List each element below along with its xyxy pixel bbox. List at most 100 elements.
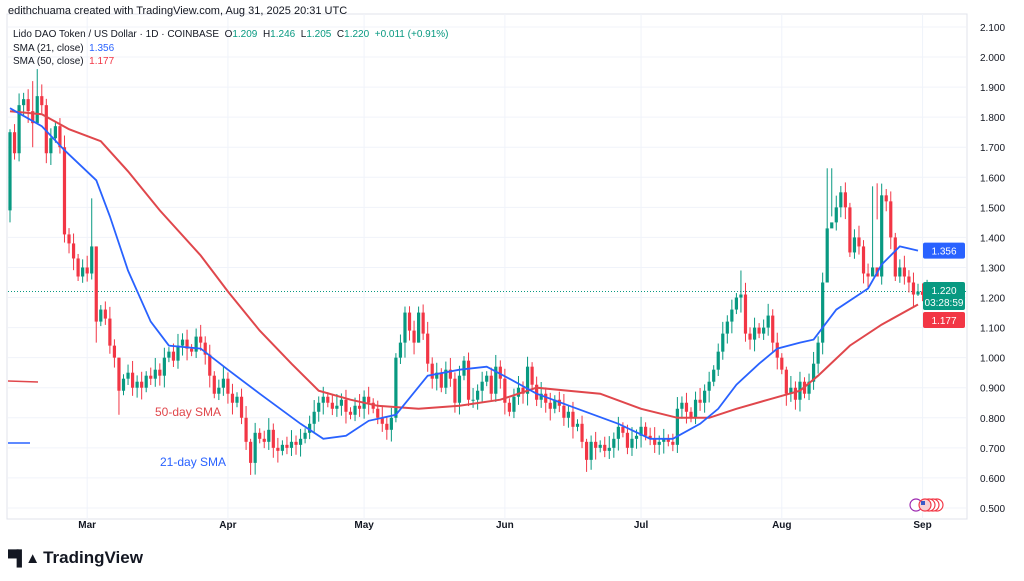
candle-body [376,408,380,418]
candle-body [911,282,916,295]
candle-body [662,438,666,442]
candle-body [298,438,303,445]
candle [793,381,798,410]
candle [734,293,738,315]
candle [507,398,511,417]
candle-body [621,426,625,433]
candle [285,436,289,455]
y-tick-label: 0.600 [980,474,1005,485]
candle-body [26,99,30,112]
candle-body [603,444,607,451]
candle-body [880,195,884,277]
candle [267,418,271,450]
candle-body [439,372,443,388]
x-axis[interactable]: Mar Apr May Jun Jul Aug Sep [78,520,931,531]
candle [861,240,866,284]
candle [757,323,761,339]
candle [53,121,57,143]
candle-body [644,426,648,436]
candle [85,255,89,282]
y-tick-label: 0.700 [980,444,1005,455]
candle [217,379,221,401]
candle-body [780,357,784,370]
candle-body [793,387,798,400]
candle [893,232,897,282]
candle-body [226,378,230,394]
candle-body [285,444,289,448]
candle [598,440,602,453]
candle-body [162,357,166,376]
candle [743,282,748,342]
candle-body [67,234,71,244]
sma21-legend[interactable]: SMA (21, close) 1.356 [13,42,449,56]
candle-body [149,375,153,379]
candle-body [17,105,21,154]
last-price-tag-bg [923,282,965,311]
sma21-line[interactable] [9,107,919,440]
candle-body [53,126,57,139]
candle-body [489,375,493,394]
candles [8,69,929,475]
y-axis[interactable]: 2.100 2.000 1.900 1.800 1.700 1.600 1.500 1.400… [980,23,1005,515]
candle-body [607,447,611,451]
candle-body [898,267,902,277]
candle [190,344,194,357]
candle-body [544,393,548,403]
sma50-legend[interactable]: SMA (50, close) 1.177 [13,55,449,69]
candle [108,306,112,354]
y-tick-label: 1.600 [980,173,1005,184]
candle [580,415,584,449]
candle [553,395,557,414]
candle [348,407,353,420]
candle-body [12,132,17,154]
drawing-line-red[interactable] [7,380,39,383]
candle [312,400,316,432]
last-price-tag-value: 1.220 [931,286,956,297]
candle [235,392,239,408]
candle-body [902,267,906,277]
high-value: 1.246 [270,29,296,40]
candle-body [594,441,598,448]
tradingview-logo[interactable]: ▀▌▲ TradingView [8,548,143,568]
candle-body [625,432,630,448]
candle-body [348,411,353,415]
candle-body [530,366,534,385]
candle [40,84,44,114]
candle-body [707,381,711,391]
candle [648,427,652,446]
candle-body [471,399,475,401]
candle [762,319,766,340]
candle-body [303,432,307,439]
candle [407,306,412,341]
candle [421,304,425,340]
sma50-value: 1.177 [89,56,115,67]
candle [271,423,275,458]
candle [199,324,203,351]
candle-body [208,354,212,376]
candle-body [435,372,439,379]
candle-body [249,441,253,463]
candle [494,354,498,402]
y-tick-label: 1.400 [980,233,1005,244]
candle-body [121,378,126,391]
candle-body [871,267,875,277]
candle-body [648,435,652,439]
candle [789,375,793,402]
candle [153,357,157,387]
candle [839,186,843,218]
candle [784,366,788,406]
candle [35,69,39,124]
candle-body [117,357,121,391]
candle-body [62,147,67,235]
candle-body [825,228,829,283]
events-icon[interactable] [909,498,944,512]
candle [171,343,176,367]
candle [176,333,180,369]
y-tick-label: 2.100 [980,23,1005,34]
sma21-label: SMA (21, close) [13,42,84,54]
candle [253,422,257,475]
candle [26,89,30,123]
symbol-row[interactable]: Lido DAO Token / US Dollar · 1D · COINBA… [13,28,449,42]
sma50-line[interactable] [9,110,919,419]
